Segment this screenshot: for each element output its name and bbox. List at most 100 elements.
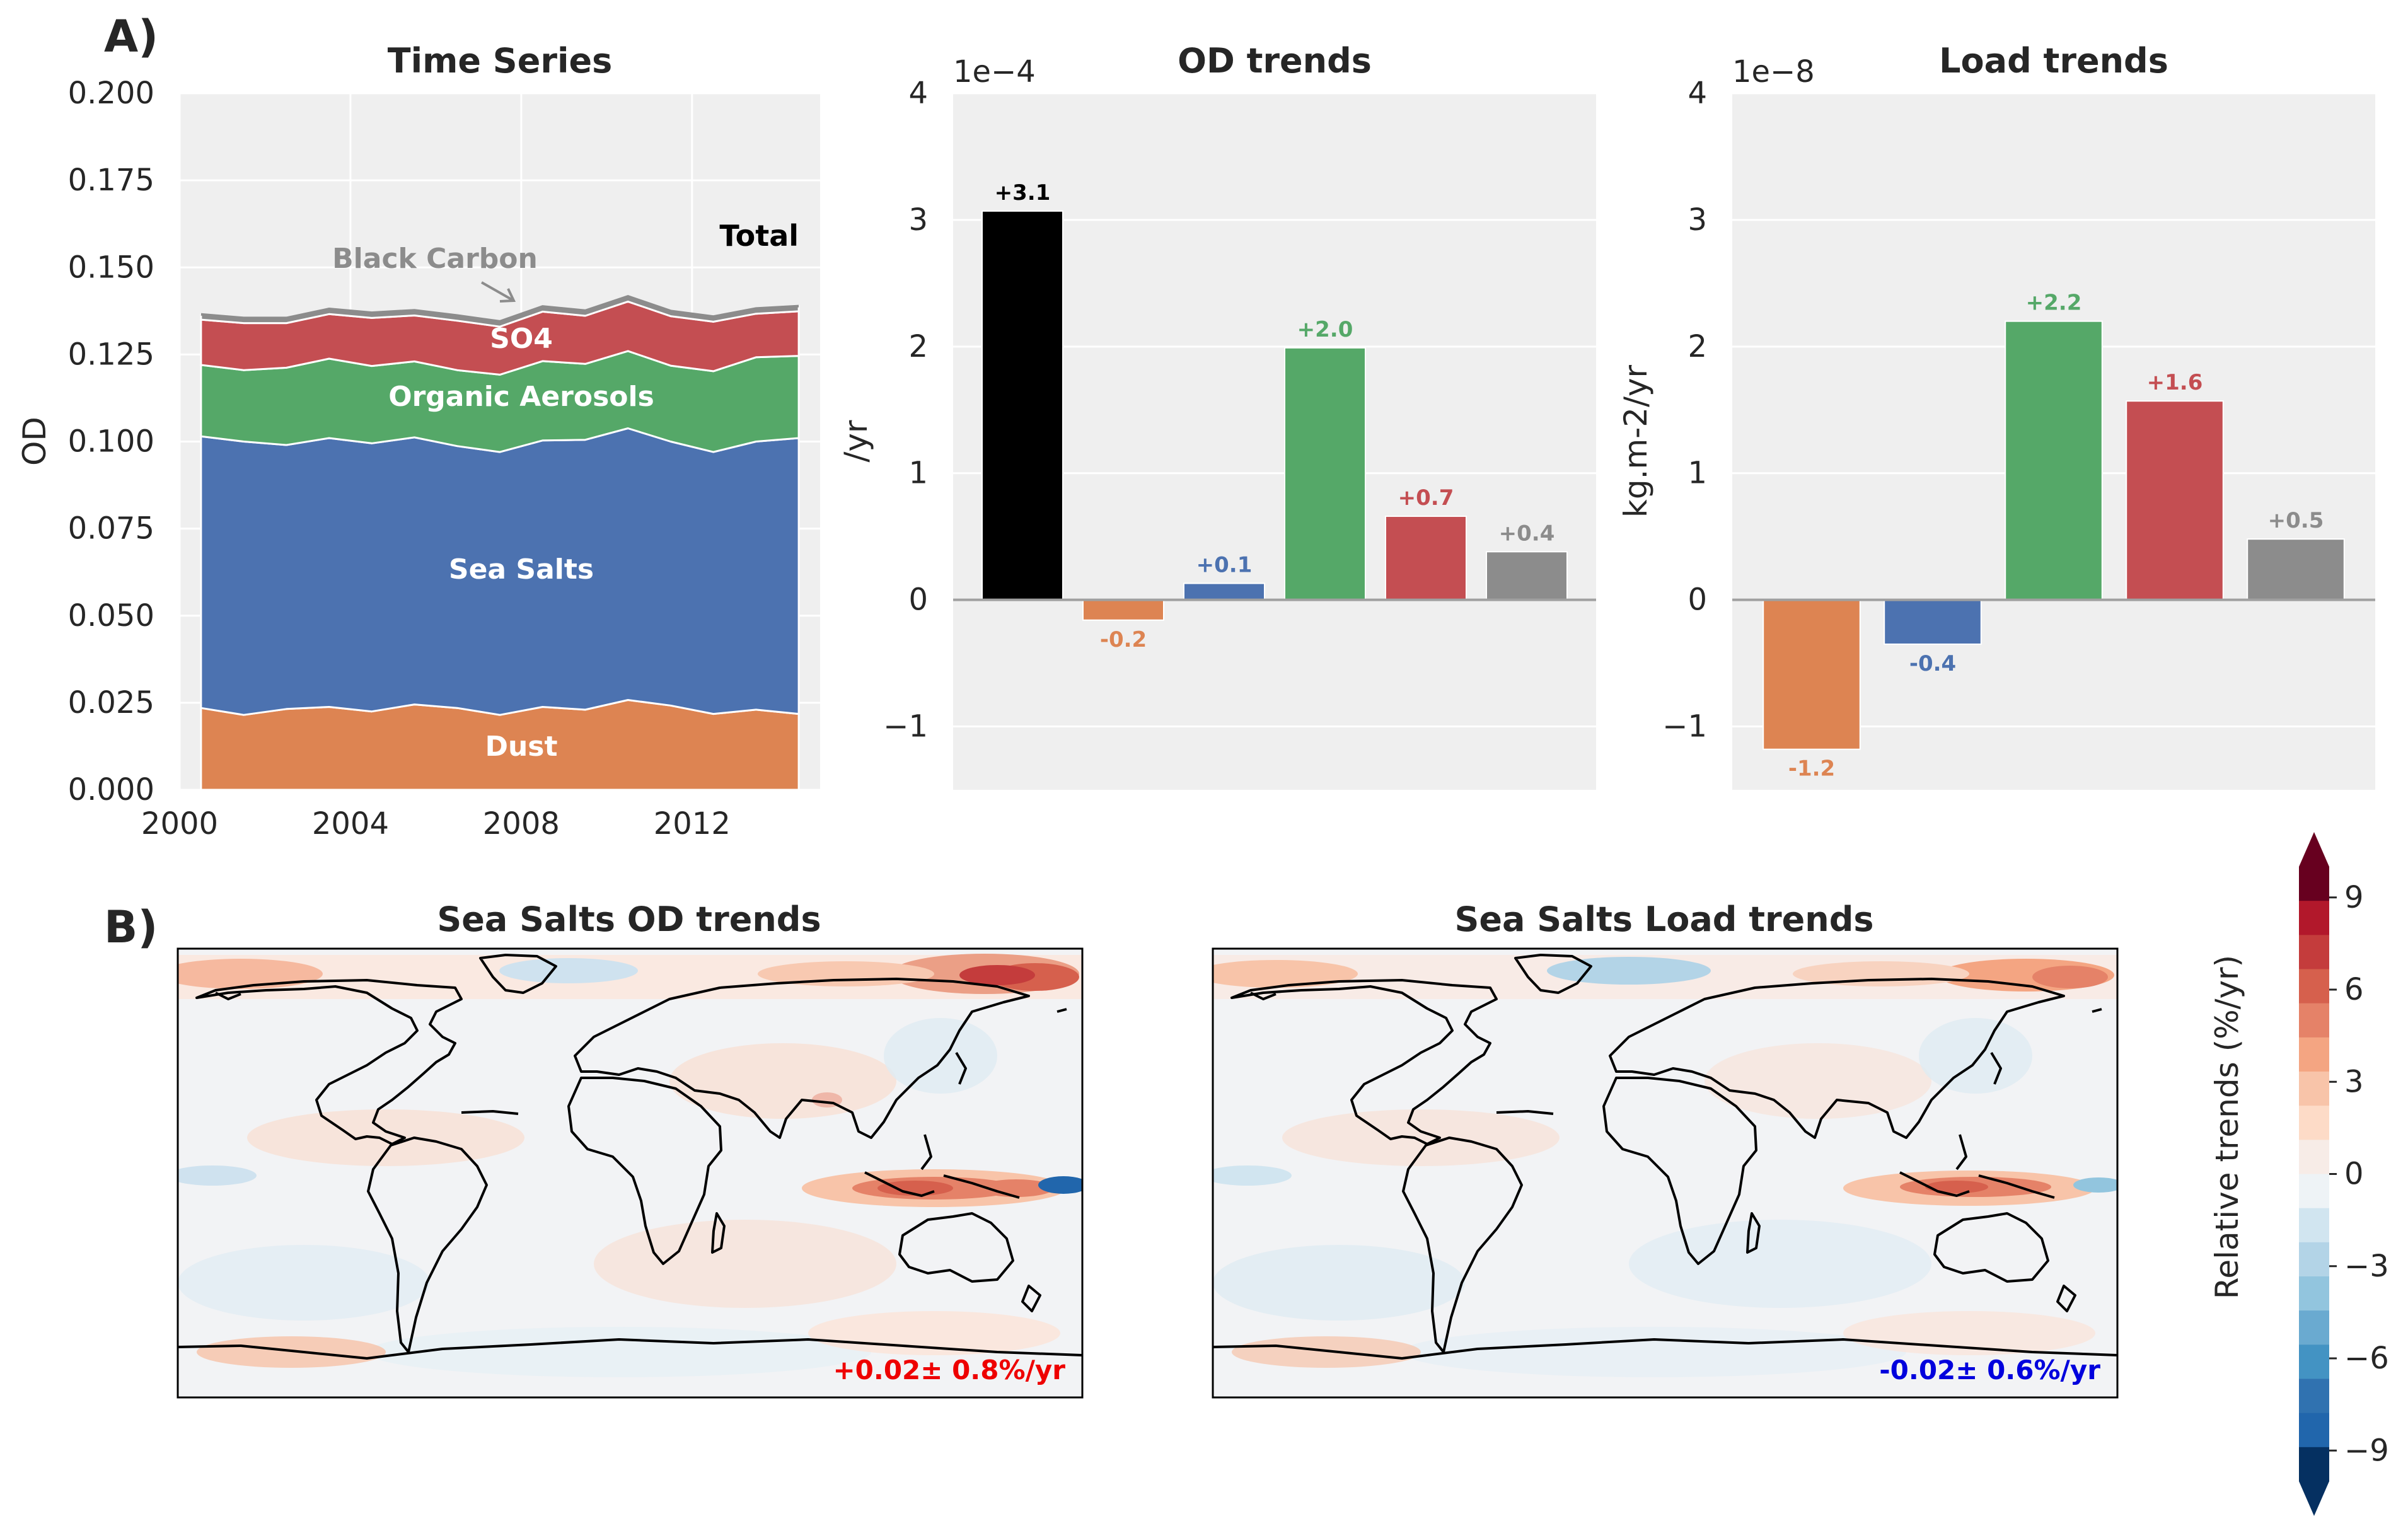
od-bar — [1385, 516, 1467, 601]
colorbar-label: Relative trends (%/yr) — [2209, 955, 2245, 1299]
od-bar — [1284, 347, 1366, 601]
ld-y-tick-label: 1 — [1687, 456, 1707, 491]
ld-bar-value-label: -1.2 — [1788, 756, 1835, 782]
colorbar-tick-label: 0 — [2344, 1157, 2364, 1192]
colorbar-segment — [2299, 935, 2329, 969]
ld-y-tick-label: 3 — [1687, 202, 1707, 238]
sea-salts-label: Sea Salts — [449, 553, 594, 586]
od-trends-bars: +3.1 -0.2 +0.1 +2.0 +0.7 +0.4 — [953, 180, 1596, 652]
load-trends-title: Load trends — [1939, 41, 2168, 81]
colorbar-segments — [2299, 832, 2329, 1516]
colorbar-segment — [2299, 1140, 2329, 1174]
time-series-y-label: OD — [16, 417, 53, 466]
map1-title: Sea Salts OD trends — [437, 899, 821, 939]
ts-x-tick-label: 2004 — [312, 806, 389, 841]
time-series-areas — [200, 294, 800, 791]
ld-bar-value-label: +1.6 — [2147, 370, 2203, 395]
od-offset-text: 1e−4 — [953, 54, 1036, 90]
black-carbon-label: Black Carbon — [332, 243, 538, 275]
ts-y-tick-label: 0.025 — [68, 685, 154, 720]
colorbar-segment — [2299, 1447, 2329, 1482]
organic-aerosols-label: Organic Aerosols — [388, 381, 654, 413]
map1-mean-trend-annotation: +0.02± 0.8%/yr — [833, 1355, 1065, 1385]
ld-bar — [2247, 538, 2345, 601]
load-offset-text: 1e−8 — [1732, 54, 1815, 90]
ts-y-tick-label: 0.075 — [68, 511, 154, 546]
ld-bar-value-label: +2.2 — [2026, 291, 2082, 316]
od-bar-value-label: +0.1 — [1196, 553, 1253, 578]
ld-bar — [2126, 400, 2224, 601]
colorbar-extend-bottom — [2299, 1481, 2329, 1516]
colorbar-tick-label: −9 — [2344, 1433, 2389, 1468]
load-trends-bars: -1.2 -0.4 +2.2 +1.6 +0.5 — [1732, 291, 2375, 782]
map1-frame — [177, 947, 1084, 1399]
od-y-tick-label: 4 — [908, 76, 928, 111]
colorbar-segment — [2299, 1413, 2329, 1448]
colorbar-segment — [2299, 1379, 2329, 1414]
ts-y-tick-label: 0.100 — [68, 424, 154, 460]
colorbar-segment — [2299, 969, 2329, 1004]
od-trends-y-ticks: −1 0 1 2 3 4 — [883, 76, 928, 744]
od-y-tick-label: 3 — [908, 202, 928, 238]
map2-title: Sea Salts Load trends — [1454, 899, 1873, 939]
ts-y-tick-label: 0.050 — [68, 598, 154, 633]
colorbar-segment — [2299, 1242, 2329, 1277]
load-trends-y-label: kg.m-2/yr — [1618, 364, 1654, 517]
od-bar-value-label: +0.4 — [1499, 521, 1555, 546]
od-y-tick-label: 2 — [908, 329, 928, 364]
od-bar — [1486, 551, 1568, 601]
ts-y-tick-label: 0.200 — [68, 76, 154, 111]
time-series-title: Time Series — [388, 41, 612, 81]
map2-mean-trend-annotation: -0.02± 0.6%/yr — [1879, 1355, 2100, 1385]
colorbar-tick-label: −6 — [2344, 1341, 2389, 1376]
total-line — [200, 294, 799, 323]
colorbar-ticks: 9 6 3 0 −3 −6 −9 — [2329, 880, 2389, 1468]
od-trends-title: OD trends — [1178, 41, 1372, 81]
dust-label: Dust — [485, 731, 557, 763]
od-trends-chart: OD trends 1e−4 +3.1-0.2+0.1+2.0+0.7+0.4 … — [838, 41, 1596, 790]
colorbar-segment — [2299, 901, 2329, 935]
time-series-chart: Time Series 0.000 0.025 0.050 0.075 0.100 0.1… — [16, 41, 820, 841]
ts-x-tick-label: 2000 — [141, 806, 218, 841]
so4-label: SO4 — [490, 323, 553, 355]
od-bar-value-label: +2.0 — [1297, 317, 1353, 342]
colorbar-segment — [2299, 1037, 2329, 1072]
ld-y-tick-label: −1 — [1662, 709, 1707, 744]
colorbar-extend-top — [2299, 832, 2329, 867]
colorbar-segment — [2299, 1072, 2329, 1106]
black-carbon-arrow — [481, 281, 514, 302]
colorbar-tick-label: −3 — [2344, 1249, 2389, 1284]
ld-bar — [2005, 320, 2103, 601]
ts-y-tick-label: 0.000 — [68, 772, 154, 807]
colorbar-segment — [2299, 1344, 2329, 1379]
ld-bar-value-label: +0.5 — [2268, 508, 2324, 533]
od-y-tick-label: 1 — [908, 456, 928, 491]
ts-x-tick-label: 2012 — [654, 806, 731, 841]
colorbar-segment — [2299, 867, 2329, 901]
black-carbon-arrow-head — [499, 288, 516, 303]
od-bar — [981, 210, 1063, 601]
ld-y-tick-label: 4 — [1687, 76, 1707, 111]
colorbar-tick-label: 9 — [2344, 880, 2364, 915]
ld-y-tick-label: 2 — [1687, 329, 1707, 364]
colorbar: 9 6 3 0 −3 −6 −9 Relative trends (%/yr) — [2209, 832, 2389, 1516]
od-trends-y-label: /yr — [838, 420, 874, 462]
panel-letter-b: B) — [104, 901, 158, 953]
od-bar-value-label: +0.7 — [1398, 485, 1454, 511]
colorbar-segment — [2299, 1174, 2329, 1209]
colorbar-tick-label: 3 — [2344, 1064, 2364, 1099]
load-trends-chart: Load trends 1e−8 -1.2 -0.4 +2.2 +1.6 +0.5 −1… — [1618, 41, 2375, 790]
ld-bar — [1763, 599, 1861, 750]
ts-y-tick-label: 0.125 — [68, 337, 154, 372]
total-label: Total — [719, 219, 799, 253]
ld-bar-value-label: -0.4 — [1909, 651, 1956, 676]
map1-trend-field — [178, 954, 1082, 1377]
panel-letter-a: A) — [104, 11, 158, 62]
ts-y-tick-label: 0.150 — [68, 250, 154, 285]
sea-salts-od-trends-map: Sea Salts OD trends — [177, 899, 1084, 1399]
colorbar-segment — [2299, 1106, 2329, 1140]
sea-salts-load-trends-map: Sea Salts Load trends — [1212, 899, 2119, 1399]
ld-y-tick-label: 0 — [1687, 582, 1707, 618]
od-bar — [1082, 599, 1164, 621]
